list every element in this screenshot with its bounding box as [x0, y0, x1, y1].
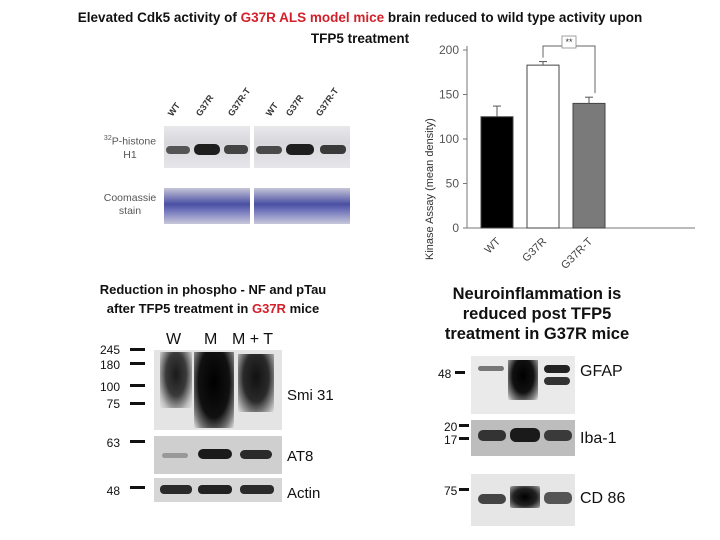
- at8-band: [198, 449, 232, 459]
- slide-title: Elevated Cdk5 activity of G37R ALS model…: [0, 7, 720, 49]
- iba1-band: [544, 430, 572, 441]
- histone-band: [166, 146, 190, 154]
- cd86-band: [478, 494, 506, 504]
- lane-label-wt-2: WT: [263, 100, 281, 118]
- actin-band: [240, 485, 274, 494]
- iba1-label: Iba-1: [580, 430, 617, 447]
- mw-75: 75: [106, 397, 120, 411]
- tau-subtitle-line1: Reduction in phospho - NF and pTau: [99, 282, 327, 297]
- smi31-smear-mt: [238, 354, 274, 412]
- tau-subtitle-pre: after TFP5 treatment in: [106, 301, 252, 316]
- bar-g37r-t: [572, 102, 606, 229]
- mw-48: 48: [106, 484, 120, 498]
- coomassie-blot-right: [254, 188, 350, 224]
- iba1-band: [510, 428, 540, 442]
- histone-band: [256, 146, 282, 154]
- mw-tick: [130, 440, 145, 443]
- significance-label: **: [565, 37, 573, 47]
- mw-tick: [459, 424, 469, 427]
- coomassie-label-text2: stain: [118, 205, 142, 217]
- coomassie-label: Coomassie stain: [92, 192, 168, 218]
- cd86-label: CD 86: [580, 490, 626, 507]
- lane-label-g37r-1: G37R: [193, 93, 216, 118]
- tau-subtitle-post: mice: [285, 301, 320, 316]
- gfap-band-w: [478, 366, 504, 371]
- mw-tick: [459, 488, 469, 491]
- title-part3: brain reduced to wild type activity upon: [384, 10, 643, 25]
- gfap-band-mt-1: [544, 365, 570, 373]
- tau-subtitle: Reduction in phospho - NF and pTau after…: [58, 280, 368, 318]
- mw-245: 245: [99, 343, 120, 357]
- mw-tick: [130, 362, 145, 365]
- gfap-label: GFAP: [580, 363, 623, 380]
- neuro-heading: Neuroinflammation is reduced post TFP5 t…: [418, 284, 656, 344]
- title-line2: TFP5 treatment: [310, 31, 410, 46]
- histone-band: [224, 145, 248, 154]
- histone-label: 32P-histone H1: [92, 132, 168, 162]
- tau-lane-w: W: [166, 331, 182, 348]
- cd86-band: [510, 486, 540, 508]
- histone-band: [286, 144, 314, 155]
- gfap-band-mt-2: [544, 377, 570, 385]
- y-tick-label: 150: [439, 88, 459, 102]
- mw-tick: [455, 371, 465, 374]
- cd86-band: [544, 492, 572, 504]
- bar-wt: [480, 116, 514, 229]
- title-part2: G37R ALS model mice: [240, 10, 385, 25]
- coomassie-blot-left: [164, 188, 250, 224]
- mw-iba-17: 17: [444, 433, 458, 447]
- lane-label-g37rt-1: G37R-T: [225, 86, 253, 118]
- neuro-heading-line3: treatment in G37R mice: [444, 325, 630, 343]
- tau-lane-mt: M + T: [232, 331, 274, 348]
- kinase-blot-panel: WT G37R G37R-T WT G37R G37R-T 32P-histon…: [92, 80, 380, 240]
- neuro-heading-line1: Neuroinflammation is: [452, 285, 622, 303]
- mw-tick: [130, 348, 145, 351]
- lane-label-g37r-2: G37R: [283, 93, 306, 118]
- iba1-band: [478, 430, 506, 441]
- coomassie-label-text: Coomassie: [103, 192, 157, 204]
- neuro-heading-line2: reduced post TFP5: [462, 305, 612, 323]
- actin-band: [198, 485, 232, 494]
- title-part1: Elevated Cdk5 activity of: [77, 10, 241, 25]
- mw-tick: [130, 384, 145, 387]
- mw-100: 100: [99, 380, 120, 394]
- mw-cd86-75: 75: [444, 484, 458, 498]
- histone-label-text: P-histone: [111, 135, 157, 148]
- smi31-smear-m: [194, 352, 234, 428]
- x-tick-label: WT: [483, 235, 504, 256]
- histone-band: [194, 144, 220, 155]
- mw-63: 63: [106, 436, 120, 450]
- at8-band: [240, 450, 272, 459]
- histone-label-text2: H1: [123, 148, 137, 161]
- histone-superscript: 32: [103, 135, 112, 142]
- x-tick-label: G37R: [520, 236, 549, 265]
- mw-tick: [130, 486, 145, 489]
- mw-180: 180: [99, 358, 120, 372]
- smi31-label: Smi 31: [287, 387, 334, 404]
- lane-label-g37rt-2: G37R-T: [313, 86, 341, 118]
- mw-gfap-48: 48: [438, 367, 452, 381]
- bar-g37r: [526, 64, 560, 229]
- at8-label: AT8: [287, 448, 314, 465]
- kinase-assay-chart: Kinase Assay (mean density) 0 50 100 150 200…: [424, 35, 695, 272]
- gfap-smear-m: [508, 360, 538, 400]
- mw-tick: [459, 437, 469, 440]
- tau-subtitle-red: G37R: [251, 301, 286, 316]
- mw-tick: [130, 402, 145, 405]
- tau-lane-m: M: [204, 331, 218, 348]
- actin-band: [160, 485, 192, 494]
- actin-label: Actin: [287, 485, 321, 502]
- chart-ylabel: Kinase Assay (mean density): [424, 118, 436, 260]
- lane-label-wt-1: WT: [165, 100, 183, 118]
- y-tick-label: 200: [439, 43, 459, 57]
- x-tick-label: G37R-T: [559, 235, 595, 271]
- histone-band: [320, 145, 346, 154]
- y-tick-label: 0: [452, 221, 459, 235]
- smi31-smear-w: [160, 352, 192, 408]
- at8-band: [162, 453, 188, 458]
- mw-iba-20: 20: [444, 420, 458, 434]
- y-tick-label: 100: [439, 132, 459, 146]
- y-tick-label: 50: [446, 177, 460, 191]
- significance-box: [561, 35, 577, 49]
